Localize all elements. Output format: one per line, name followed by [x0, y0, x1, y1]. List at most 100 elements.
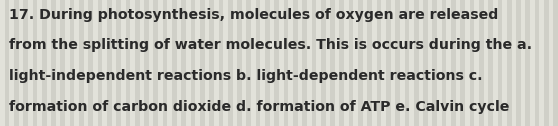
- Bar: [247, 0, 251, 126]
- Text: 17. During photosynthesis, molecules of oxygen are released: 17. During photosynthesis, molecules of …: [9, 8, 498, 22]
- Bar: [265, 0, 270, 126]
- Bar: [37, 0, 42, 126]
- Bar: [405, 0, 409, 126]
- Bar: [498, 0, 502, 126]
- Bar: [526, 0, 530, 126]
- Bar: [353, 0, 358, 126]
- Bar: [126, 0, 130, 126]
- Bar: [349, 0, 353, 126]
- Bar: [121, 0, 126, 126]
- Bar: [98, 0, 102, 126]
- Bar: [321, 0, 325, 126]
- Bar: [432, 0, 437, 126]
- Bar: [251, 0, 256, 126]
- Bar: [386, 0, 391, 126]
- Bar: [451, 0, 456, 126]
- Bar: [372, 0, 377, 126]
- Bar: [516, 0, 521, 126]
- Bar: [325, 0, 330, 126]
- Bar: [554, 0, 558, 126]
- Bar: [4, 0, 9, 126]
- Bar: [56, 0, 60, 126]
- Bar: [191, 0, 195, 126]
- Bar: [381, 0, 386, 126]
- Bar: [107, 0, 112, 126]
- Bar: [23, 0, 28, 126]
- Bar: [88, 0, 93, 126]
- Bar: [330, 0, 335, 126]
- Bar: [549, 0, 554, 126]
- Bar: [535, 0, 540, 126]
- Bar: [275, 0, 279, 126]
- Bar: [172, 0, 177, 126]
- Bar: [316, 0, 321, 126]
- Bar: [18, 0, 23, 126]
- Bar: [42, 0, 46, 126]
- Bar: [46, 0, 51, 126]
- Bar: [60, 0, 65, 126]
- Bar: [293, 0, 297, 126]
- Bar: [358, 0, 363, 126]
- Bar: [297, 0, 302, 126]
- Bar: [288, 0, 293, 126]
- Bar: [283, 0, 288, 126]
- Bar: [130, 0, 135, 126]
- Bar: [112, 0, 116, 126]
- Bar: [484, 0, 488, 126]
- Bar: [163, 0, 167, 126]
- Bar: [302, 0, 307, 126]
- Bar: [344, 0, 349, 126]
- Bar: [0, 0, 4, 126]
- Bar: [470, 0, 474, 126]
- Bar: [512, 0, 516, 126]
- Bar: [414, 0, 418, 126]
- Bar: [195, 0, 200, 126]
- Bar: [158, 0, 163, 126]
- Bar: [279, 0, 283, 126]
- Text: from the splitting of water molecules. This is occurs during the a.: from the splitting of water molecules. T…: [9, 38, 532, 52]
- Bar: [214, 0, 219, 126]
- Bar: [423, 0, 428, 126]
- Bar: [474, 0, 479, 126]
- Bar: [93, 0, 98, 126]
- Bar: [228, 0, 233, 126]
- Bar: [400, 0, 405, 126]
- Bar: [409, 0, 414, 126]
- Bar: [237, 0, 242, 126]
- Bar: [465, 0, 470, 126]
- Bar: [460, 0, 465, 126]
- Bar: [507, 0, 512, 126]
- Bar: [74, 0, 79, 126]
- Bar: [307, 0, 311, 126]
- Bar: [256, 0, 261, 126]
- Bar: [233, 0, 237, 126]
- Bar: [540, 0, 544, 126]
- Bar: [186, 0, 191, 126]
- Bar: [391, 0, 395, 126]
- Bar: [544, 0, 549, 126]
- Bar: [149, 0, 153, 126]
- Bar: [70, 0, 74, 126]
- Bar: [14, 0, 18, 126]
- Bar: [456, 0, 460, 126]
- Bar: [200, 0, 205, 126]
- Bar: [437, 0, 442, 126]
- Bar: [167, 0, 172, 126]
- Bar: [479, 0, 484, 126]
- Bar: [116, 0, 121, 126]
- Bar: [223, 0, 228, 126]
- Text: light-independent reactions b. light-dependent reactions c.: light-independent reactions b. light-dep…: [9, 69, 483, 83]
- Bar: [493, 0, 498, 126]
- Bar: [9, 0, 14, 126]
- Bar: [428, 0, 432, 126]
- Bar: [205, 0, 209, 126]
- Bar: [530, 0, 535, 126]
- Bar: [135, 0, 140, 126]
- Bar: [79, 0, 84, 126]
- Bar: [102, 0, 107, 126]
- Bar: [311, 0, 316, 126]
- Bar: [209, 0, 214, 126]
- Bar: [335, 0, 339, 126]
- Bar: [144, 0, 149, 126]
- Bar: [181, 0, 186, 126]
